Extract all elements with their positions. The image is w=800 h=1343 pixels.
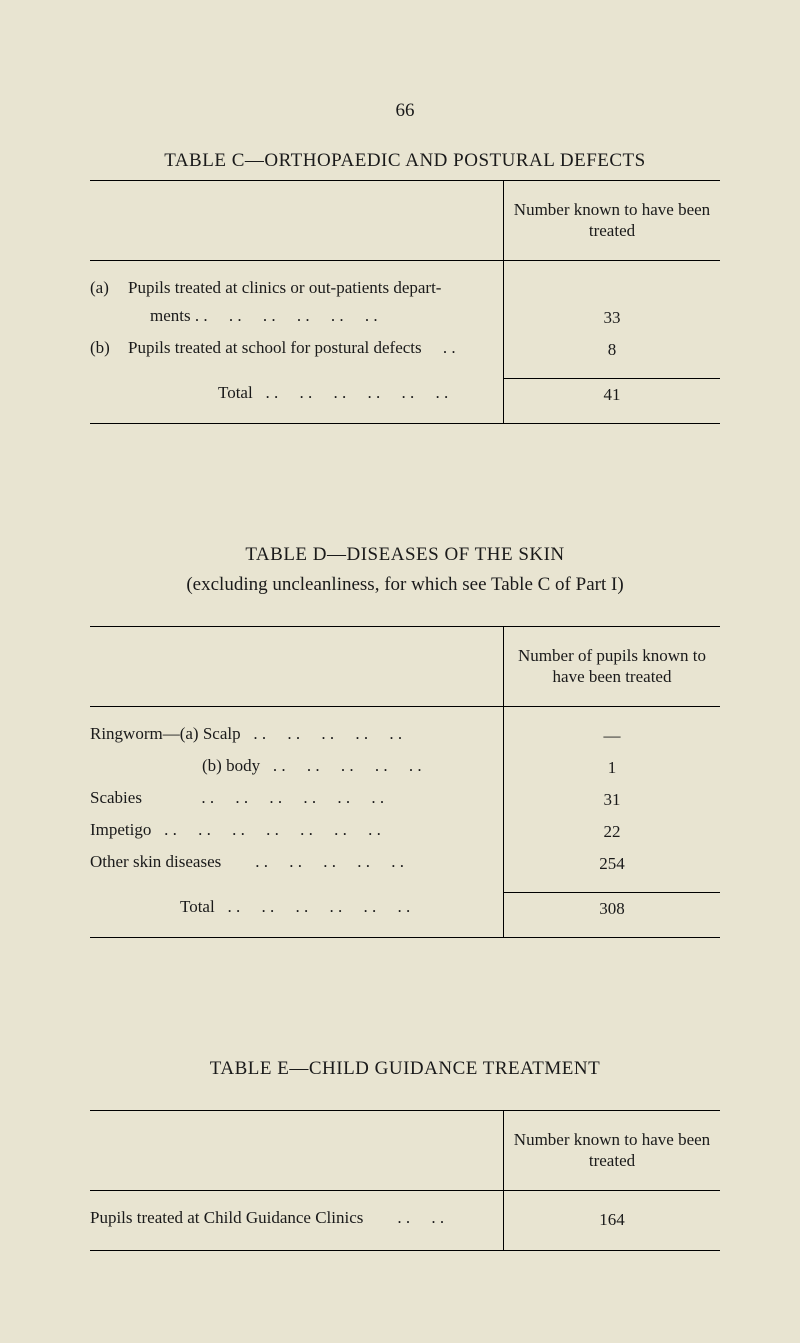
table-e: Number known to have been treated Pupils… bbox=[90, 1110, 720, 1251]
row-value: 22 bbox=[504, 816, 721, 848]
table-e-title: TABLE E—CHILD GUIDANCE TREATMENT bbox=[90, 1058, 720, 1080]
row-marker bbox=[90, 302, 128, 334]
row-label: Pupils treated at school for postural de… bbox=[128, 334, 504, 366]
row-marker: (b) bbox=[90, 334, 128, 366]
row-label: Pupils treated at Child Guidance Clinics… bbox=[90, 1204, 504, 1236]
row-label: Pupils treated at clinics or out-patient… bbox=[128, 274, 504, 302]
total-label: Total . . . . . . . . . . . . bbox=[90, 893, 504, 926]
table-c-header: Number known to have been treated bbox=[504, 181, 721, 261]
row-value bbox=[504, 274, 721, 302]
table-d-header: Number of pupils known to have been trea… bbox=[504, 627, 721, 707]
row-label: Ringworm—(a) Scalp . . . . . . . . . . bbox=[90, 720, 504, 752]
row-label: (b) body . . . . . . . . . . bbox=[90, 752, 504, 784]
row-value: 1 bbox=[504, 752, 721, 784]
row-value: — bbox=[504, 720, 721, 752]
table-e-header: Number known to have been treated bbox=[504, 1111, 721, 1191]
row-label: Other skin diseases . . . . . . . . . . bbox=[90, 848, 504, 880]
row-value: 164 bbox=[504, 1204, 721, 1236]
row-marker: (a) bbox=[90, 274, 128, 302]
row-value: 254 bbox=[504, 848, 721, 880]
row-value: 31 bbox=[504, 784, 721, 816]
row-label: Scabies . . . . . . . . . . . . bbox=[90, 784, 504, 816]
row-value: 8 bbox=[504, 334, 721, 366]
table-d-subtitle: (excluding uncleanliness, for which see … bbox=[90, 574, 720, 596]
page-number: 66 bbox=[90, 100, 720, 122]
table-c-title: TABLE C—ORTHOPAEDIC AND POSTURAL DEFECTS bbox=[90, 150, 720, 172]
total-label: Total . . . . . . . . . . . . bbox=[128, 379, 504, 412]
table-c: Number known to have been treated (a) Pu… bbox=[90, 180, 720, 424]
table-d-title: TABLE D—DISEASES OF THE SKIN bbox=[90, 544, 720, 566]
table-d: Number of pupils known to have been trea… bbox=[90, 626, 720, 938]
row-label: ments . . . . . . . . . . . . bbox=[128, 302, 504, 334]
row-label: Impetigo . . . . . . . . . . . . . . bbox=[90, 816, 504, 848]
total-value: 41 bbox=[504, 379, 721, 412]
row-value: 33 bbox=[504, 302, 721, 334]
total-value: 308 bbox=[504, 893, 721, 926]
